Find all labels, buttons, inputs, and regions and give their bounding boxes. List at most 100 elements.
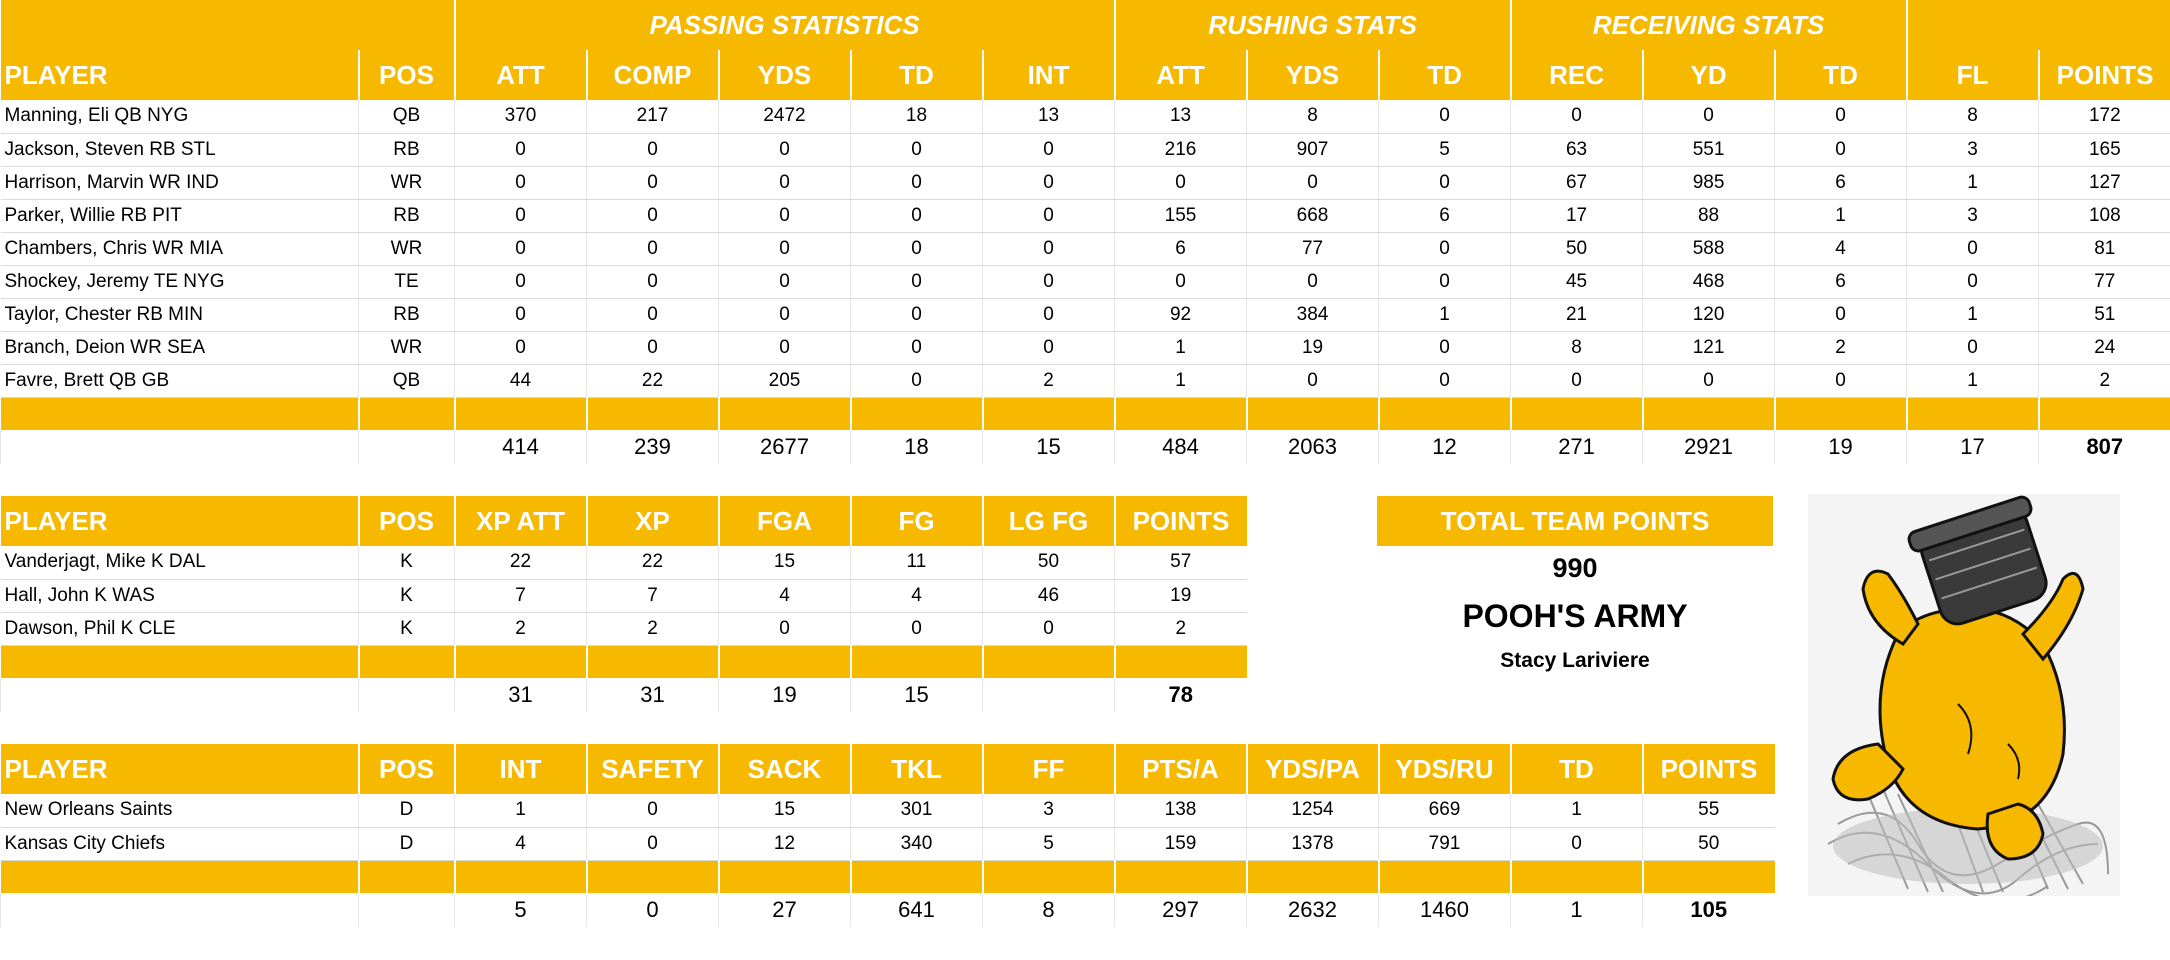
stat-cell: 77 xyxy=(1246,232,1379,266)
column-header: FGA xyxy=(717,496,851,546)
stat-cell: 0 xyxy=(1510,827,1643,861)
stat-cell: 172 xyxy=(2038,100,2170,134)
stat-cell: 8 xyxy=(1906,100,2039,134)
total-cell: 15 xyxy=(981,430,1115,464)
stat-cell: 0 xyxy=(1378,265,1511,299)
total-cell: 239 xyxy=(586,430,719,464)
stat-cell: 0 xyxy=(850,331,983,365)
stat-cell: 50 xyxy=(982,546,1115,580)
stat-cell: 0 xyxy=(1246,265,1379,299)
stat-cell: 46 xyxy=(982,579,1115,613)
stat-cell: 217 xyxy=(586,100,719,134)
stat-cell: 0 xyxy=(718,612,851,646)
group-header-blank-right xyxy=(1905,0,2170,50)
player-name-cell: Taylor, Chester RB MIN xyxy=(0,298,359,332)
stat-cell: 0 xyxy=(981,298,1115,332)
stat-cell: 6 xyxy=(1114,232,1247,266)
stat-cell: 0 xyxy=(718,298,851,332)
stat-cell: 0 xyxy=(586,827,719,861)
stat-cell: 0 xyxy=(1246,364,1379,398)
stat-cell: 668 xyxy=(1246,199,1379,233)
column-header-row: PLAYER POS ATT COMP YDS TD INT ATT YDS T… xyxy=(0,50,2170,100)
stat-cell: 15 xyxy=(718,546,851,580)
team-summary: TOTAL TEAM POINTS 990 POOH'S ARMY Stacy … xyxy=(1377,496,1773,676)
stat-cell: 0 xyxy=(454,331,587,365)
stat-cell: 0 xyxy=(586,298,719,332)
column-header: FF xyxy=(981,744,1115,794)
stat-cell: 1254 xyxy=(1246,794,1379,828)
column-header: POS xyxy=(357,496,455,546)
table-row: New Orleans Saints D 1 0 15 301 3 138 1254 669 1 55 xyxy=(0,794,1775,828)
player-name-cell: Chambers, Chris WR MIA xyxy=(0,232,359,266)
stat-cell: 0 xyxy=(586,199,719,233)
stat-cell: 0 xyxy=(981,166,1115,200)
stat-cell: 0 xyxy=(586,232,719,266)
stat-cell: 22 xyxy=(454,546,587,580)
total-cell: 297 xyxy=(1114,893,1247,927)
column-header: YD xyxy=(1641,50,1775,100)
column-header: PTS/A xyxy=(1113,744,1247,794)
stat-cell: 0 xyxy=(454,265,587,299)
total-cell: 1460 xyxy=(1378,893,1511,927)
position-cell: QB xyxy=(358,364,455,398)
stat-cell: 0 xyxy=(850,166,983,200)
column-header: XP xyxy=(585,496,719,546)
band-row xyxy=(0,397,2170,430)
stat-cell: 13 xyxy=(981,100,1115,134)
stat-cell: 4 xyxy=(850,579,983,613)
position-cell: D xyxy=(358,827,455,861)
stat-cell: 11 xyxy=(850,546,983,580)
stat-cell: 1 xyxy=(454,794,587,828)
column-header: YDS xyxy=(1245,50,1379,100)
stat-cell: 0 xyxy=(850,364,983,398)
stat-cell: 2 xyxy=(2038,364,2170,398)
stat-cell: 44 xyxy=(454,364,587,398)
total-cell xyxy=(982,678,1115,712)
player-name-cell: Parker, Willie RB PIT xyxy=(0,199,359,233)
player-name-cell: Jackson, Steven RB STL xyxy=(0,133,359,167)
column-header: PLAYER xyxy=(0,496,359,546)
stat-cell: 0 xyxy=(1642,100,1775,134)
stat-cell: 1378 xyxy=(1246,827,1379,861)
stat-cell: 0 xyxy=(454,133,587,167)
stat-cell: 2 xyxy=(586,612,719,646)
stat-cell: 63 xyxy=(1510,133,1643,167)
stat-cell: 0 xyxy=(718,265,851,299)
stat-cell: 2472 xyxy=(718,100,851,134)
stat-cell: 12 xyxy=(718,827,851,861)
stat-cell: 6 xyxy=(1774,166,1907,200)
stat-cell: 0 xyxy=(1510,364,1643,398)
player-name-cell: Shockey, Jeremy TE NYG xyxy=(0,265,359,299)
stat-cell: 0 xyxy=(1774,100,1907,134)
stat-cell: 0 xyxy=(1378,232,1511,266)
column-header: TD xyxy=(849,50,983,100)
stat-cell: 67 xyxy=(1510,166,1643,200)
kicker-stats-table: PLAYER POS XP ATT XP FGA FG LG FG POINTS… xyxy=(0,496,1247,712)
position-cell: RB xyxy=(358,298,455,332)
band-row xyxy=(0,645,1247,678)
stat-cell: 2 xyxy=(454,612,587,646)
stat-cell: 0 xyxy=(586,794,719,828)
stat-cell: 0 xyxy=(1378,331,1511,365)
stat-cell: 24 xyxy=(2038,331,2170,365)
stat-cell: 0 xyxy=(1774,133,1907,167)
stat-cell: 0 xyxy=(718,199,851,233)
stat-cell: 0 xyxy=(454,199,587,233)
stat-cell: 1 xyxy=(1510,794,1643,828)
total-cell: 15 xyxy=(850,678,983,712)
stat-cell: 340 xyxy=(850,827,983,861)
total-cell: 19 xyxy=(718,678,851,712)
stat-cell: 120 xyxy=(1642,298,1775,332)
stat-cell: 0 xyxy=(1510,100,1643,134)
table-row: Shockey, Jeremy TE NYG TE 0 0 0 0 0 0 0 0 45 468 6 0 7… xyxy=(0,265,2170,299)
total-points-cell: 105 xyxy=(1642,893,1775,927)
total-cell: 27 xyxy=(718,893,851,927)
stat-cell: 19 xyxy=(1114,579,1247,613)
stat-cell: 22 xyxy=(586,364,719,398)
column-header: PLAYER xyxy=(0,744,359,794)
stat-cell: 384 xyxy=(1246,298,1379,332)
team-logo xyxy=(1808,494,2120,902)
stat-cell: 0 xyxy=(1378,364,1511,398)
stat-cell: 0 xyxy=(1114,166,1247,200)
stat-cell: 0 xyxy=(586,265,719,299)
